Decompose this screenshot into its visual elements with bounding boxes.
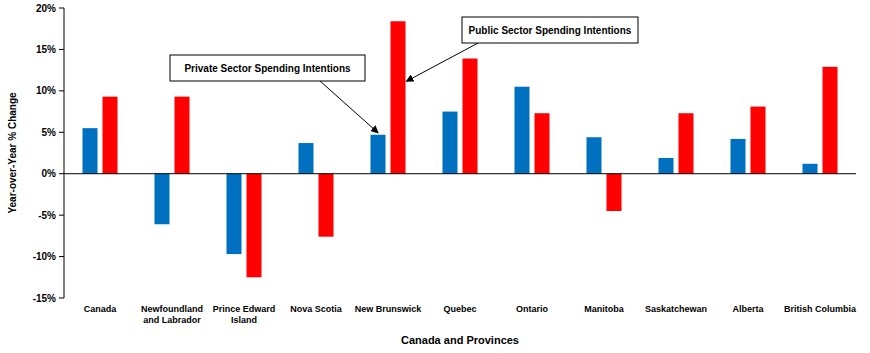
y-axis-title: Year-over-Year % Change [7, 92, 18, 214]
series-label: Private Sector Spending Intentions [184, 63, 351, 74]
x-tick-label: Canada [84, 304, 118, 314]
x-tick-label: New Brunswick [355, 304, 423, 314]
bar [371, 135, 386, 174]
bar [607, 174, 622, 211]
x-tick-label: Quebec [443, 304, 476, 314]
bar [803, 164, 818, 174]
bar [155, 174, 170, 225]
y-tick [59, 90, 64, 91]
x-tick-label: Saskatchewan [645, 304, 707, 314]
x-tick-label: Alberta [732, 304, 764, 314]
callout-box [170, 55, 365, 81]
x-tick-label: Newfoundlandand Labrador [141, 304, 203, 325]
y-tick [59, 256, 64, 257]
y-tick [59, 215, 64, 216]
x-axis-title: Canada and Provinces [401, 334, 519, 346]
y-tick [59, 49, 64, 50]
y-axis [64, 8, 65, 298]
y-tick [59, 8, 64, 9]
bar [247, 174, 262, 278]
y-tick [59, 173, 64, 174]
bar [443, 112, 458, 174]
y-tick-label: 5% [42, 127, 57, 138]
y-tick-label: -10% [33, 251, 56, 262]
bar [679, 113, 694, 173]
zero-line [64, 173, 856, 174]
x-tick-label: Manitoba [584, 304, 624, 314]
bar [751, 107, 766, 174]
y-tick-label: 20% [36, 3, 56, 14]
bar [319, 174, 334, 237]
bar [731, 139, 746, 174]
bar [515, 87, 530, 174]
y-tick-label: 0% [42, 168, 57, 179]
bar [587, 137, 602, 173]
callout-arrow [407, 43, 479, 81]
bar [463, 59, 478, 174]
bar [659, 158, 674, 174]
bar [227, 174, 242, 254]
bar [391, 21, 406, 173]
bar [535, 113, 550, 173]
y-tick [59, 298, 64, 299]
series-label: Public Sector Spending Intentions [469, 25, 632, 36]
bar [83, 128, 98, 174]
x-tick-label: Nova Scotia [290, 304, 343, 314]
y-tick [59, 132, 64, 133]
x-tick-label: Ontario [516, 304, 549, 314]
y-tick-label: 10% [36, 85, 56, 96]
bar [823, 67, 838, 174]
bar [103, 97, 118, 174]
x-tick-label: British Columbia [784, 304, 857, 314]
y-tick-label: 15% [36, 44, 56, 55]
bar [175, 97, 190, 174]
bar [299, 143, 314, 174]
callout-arrow [320, 81, 378, 133]
bars [83, 21, 838, 277]
y-tick-label: -15% [33, 293, 56, 304]
x-tick-label: Prince EdwardIsland [213, 304, 276, 325]
callout-box [462, 17, 638, 43]
y-tick-label: -5% [38, 210, 56, 221]
chart: -15% -10% -5% 0% 5% 10% 15% 20% Canada Newfoundla… [0, 0, 870, 353]
